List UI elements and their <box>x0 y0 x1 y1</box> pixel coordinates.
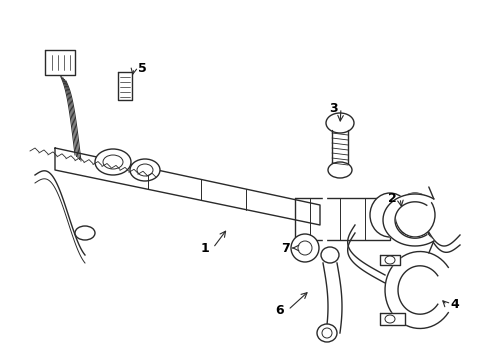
Text: 3: 3 <box>329 102 337 114</box>
Polygon shape <box>55 148 320 225</box>
Ellipse shape <box>75 226 95 240</box>
Ellipse shape <box>298 241 312 255</box>
Ellipse shape <box>130 159 160 181</box>
Ellipse shape <box>317 324 337 342</box>
Ellipse shape <box>321 247 339 263</box>
Ellipse shape <box>103 155 123 169</box>
Ellipse shape <box>326 113 354 133</box>
Ellipse shape <box>385 256 395 264</box>
Text: 7: 7 <box>281 242 290 255</box>
Polygon shape <box>118 72 132 100</box>
Ellipse shape <box>389 197 421 233</box>
Polygon shape <box>385 252 448 328</box>
Text: 1: 1 <box>200 242 209 255</box>
Text: 5: 5 <box>138 62 147 75</box>
Ellipse shape <box>322 328 332 338</box>
Polygon shape <box>295 198 390 240</box>
Polygon shape <box>45 50 75 75</box>
Ellipse shape <box>370 193 410 237</box>
Polygon shape <box>380 313 405 325</box>
Polygon shape <box>380 255 400 265</box>
Ellipse shape <box>385 315 395 323</box>
Text: 4: 4 <box>451 298 460 311</box>
Ellipse shape <box>328 162 352 178</box>
Text: 2: 2 <box>388 192 396 204</box>
Ellipse shape <box>395 193 435 237</box>
Ellipse shape <box>137 164 153 176</box>
Ellipse shape <box>291 234 319 262</box>
Text: 6: 6 <box>276 303 284 316</box>
Polygon shape <box>383 194 434 246</box>
Ellipse shape <box>95 149 131 175</box>
